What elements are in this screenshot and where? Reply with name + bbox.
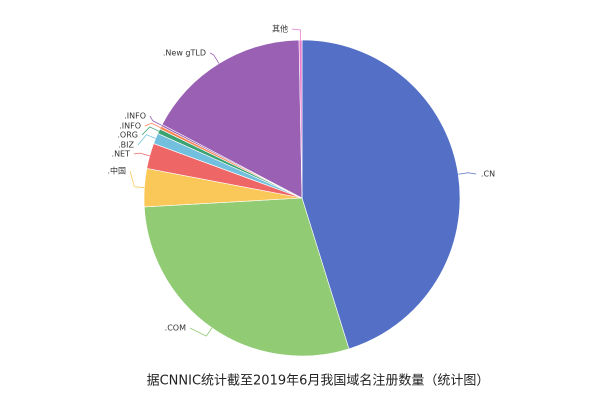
chart-title: 据CNNIC统计截至2019年6月我国域名注册数量（统计图） [147,373,490,389]
leader-line [144,122,161,128]
leader-line [141,126,159,136]
slice-label: .ORG [117,131,138,140]
leader-line [137,134,156,146]
slice-label: .CN [481,170,495,179]
slice-label: .INFO [124,112,146,121]
pie-slice [298,39,303,199]
slice-label: .INFO [119,122,141,131]
leader-line [133,152,150,157]
slice-label: .COM [165,324,186,333]
slice-label: 其他 [272,24,288,34]
leader-line [458,172,477,175]
leader-line [149,115,162,126]
slice-label: .中国 [107,166,126,176]
slice-label: .BIZ [118,141,134,150]
leader-line [291,28,301,41]
pie-slice [301,39,461,350]
leader-line [129,170,145,188]
leader-line [189,327,213,337]
slice-label: .NET [112,150,131,159]
slice-label: .New gTLD [163,49,206,58]
pie-slice [161,39,303,199]
leader-line [209,52,220,64]
